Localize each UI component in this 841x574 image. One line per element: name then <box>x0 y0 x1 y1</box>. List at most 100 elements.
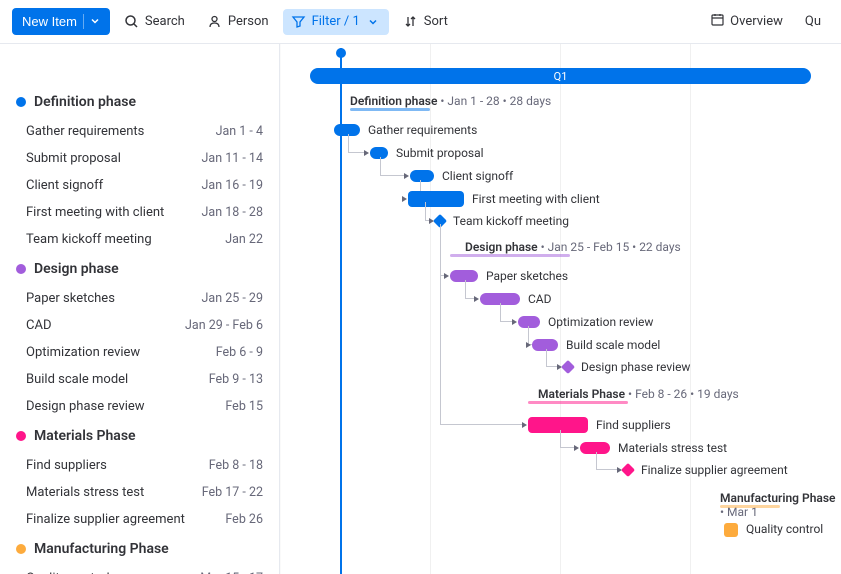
overview-label: Overview <box>730 14 783 29</box>
chevron-down-icon <box>365 14 381 30</box>
gantt-bar[interactable] <box>408 191 464 207</box>
gantt-task-label: Design phase review <box>581 360 690 374</box>
task-row[interactable]: First meeting with client Jan 18 - 28 <box>0 199 279 226</box>
gantt-group-meta: • Jan 25 - Feb 15 • 22 days <box>541 240 681 254</box>
dependency-arrow <box>364 150 369 156</box>
dependency-arrow <box>526 342 531 348</box>
group-header[interactable]: Manufacturing Phase <box>0 533 279 565</box>
gantt-group-name: Materials Phase <box>538 387 625 401</box>
task-name: Optimization review <box>26 345 140 360</box>
gantt-task-label: Finalize supplier agreement <box>641 463 788 477</box>
quarter-header: Q1 <box>310 68 811 84</box>
group-underline <box>350 108 430 111</box>
main-area: Definition phaseGather requirementsJan 1… <box>0 44 841 574</box>
group-header[interactable]: Design phase <box>0 253 279 285</box>
search-icon <box>124 14 140 30</box>
task-name: Gather requirements <box>26 124 144 139</box>
group-color-dot <box>16 431 26 441</box>
dependency-line <box>596 452 617 470</box>
new-item-button[interactable]: New Item <box>12 8 110 35</box>
gantt-group-name: Manufacturing Phase <box>720 491 835 505</box>
dependency-arrow <box>402 196 407 202</box>
dependency-arrow <box>574 445 579 451</box>
task-name: Finalize supplier agreement <box>26 512 185 527</box>
task-dates: Feb 17 - 22 <box>202 485 263 500</box>
task-dates: Feb 9 - 13 <box>209 372 263 387</box>
task-row[interactable]: Build scale model Feb 9 - 13 <box>0 366 279 393</box>
group-header[interactable]: Definition phase <box>0 86 279 118</box>
gantt-task-label: Quality control <box>746 522 823 536</box>
quarter-partial-label: Qu <box>805 14 821 29</box>
task-dates: Jan 22 <box>225 232 263 247</box>
sort-button[interactable]: Sort <box>395 9 456 35</box>
group-header[interactable]: Materials Phase <box>0 420 279 452</box>
task-row[interactable]: Optimization review Feb 6 - 9 <box>0 339 279 366</box>
filter-label: Filter / 1 <box>312 14 360 29</box>
search-label: Search <box>145 14 185 29</box>
task-row[interactable]: Quality controlMar 15 - 17 <box>0 565 279 574</box>
group-name: Design phase <box>34 261 119 277</box>
filter-icon <box>291 14 307 30</box>
person-label: Person <box>228 14 269 29</box>
dependency-arrow <box>404 173 409 179</box>
chevron-down-icon[interactable] <box>83 14 100 29</box>
task-dates: Jan 29 - Feb 6 <box>185 318 263 333</box>
person-button[interactable]: Person <box>199 9 277 35</box>
gantt-task-label: Gather requirements <box>368 123 477 137</box>
dependency-line <box>440 224 522 425</box>
dependency-line <box>348 134 364 153</box>
gantt-chart[interactable]: Q1 Definition phase • Jan 1 - 28 • 28 da… <box>280 44 841 574</box>
task-row[interactable]: Design phase review Feb 15 <box>0 393 279 420</box>
task-row[interactable]: Submit proposalJan 11 - 14 <box>0 145 279 172</box>
new-item-label: New Item <box>22 14 77 29</box>
group-name: Manufacturing Phase <box>34 541 169 557</box>
task-dates: Feb 15 <box>225 399 263 414</box>
task-name: Client signoff <box>26 178 103 193</box>
gantt-task-label: Materials stress test <box>618 441 727 455</box>
gantt-task-label: Build scale model <box>566 338 660 352</box>
gantt-group-label[interactable]: Definition phase • Jan 1 - 28 • 28 days <box>350 94 551 108</box>
dependency-line <box>546 349 557 367</box>
gantt-group-label[interactable]: Materials Phase • Feb 8 - 26 • 19 days <box>538 387 739 401</box>
filter-button[interactable]: Filter / 1 <box>283 9 389 35</box>
overview-button[interactable]: Overview <box>702 7 791 36</box>
task-row[interactable]: Find suppliersFeb 8 - 18 <box>0 452 279 479</box>
task-row[interactable]: Finalize supplier agreement Feb 26 <box>0 506 279 533</box>
task-row[interactable]: Team kickoff meeting Jan 22 <box>0 226 279 253</box>
gantt-group-meta: • Feb 8 - 26 • 19 days <box>628 387 739 401</box>
dependency-arrow <box>522 422 527 428</box>
task-row[interactable]: Materials stress test Feb 17 - 22 <box>0 479 279 506</box>
task-row[interactable]: Gather requirementsJan 1 - 4 <box>0 118 279 145</box>
quarter-partial-button[interactable]: Qu <box>797 9 829 34</box>
dependency-line <box>560 430 574 448</box>
gantt-bar[interactable] <box>724 523 738 537</box>
gantt-task-label: Client signoff <box>442 169 513 183</box>
task-name: First meeting with client <box>26 205 164 220</box>
task-name: Build scale model <box>26 372 128 387</box>
task-row[interactable]: Client signoff Jan 16 - 19 <box>0 172 279 199</box>
sidebar: Definition phaseGather requirementsJan 1… <box>0 44 280 574</box>
gantt-task-label: CAD <box>528 292 552 306</box>
sort-label: Sort <box>424 14 448 29</box>
task-dates: Jan 18 - 28 <box>202 205 263 220</box>
task-name: Design phase review <box>26 399 145 414</box>
group-color-dot <box>16 97 26 107</box>
gantt-group-name: Definition phase <box>350 94 437 108</box>
task-name: Materials stress test <box>26 485 144 500</box>
task-dates: Feb 26 <box>225 512 263 527</box>
milestone-diamond[interactable] <box>621 463 635 477</box>
group-underline <box>720 505 780 508</box>
search-button[interactable]: Search <box>116 9 193 35</box>
task-name: Team kickoff meeting <box>26 232 152 247</box>
group-color-dot <box>16 264 26 274</box>
person-icon <box>207 14 223 30</box>
task-row[interactable]: CADJan 29 - Feb 6 <box>0 312 279 339</box>
group-underline <box>528 401 628 404</box>
task-dates: Jan 16 - 19 <box>202 178 263 193</box>
milestone-diamond[interactable] <box>561 360 575 374</box>
task-dates: Feb 6 - 9 <box>216 345 263 360</box>
gantt-bar[interactable] <box>528 417 588 433</box>
dependency-line <box>380 157 404 176</box>
group-color-dot <box>16 544 26 554</box>
task-row[interactable]: Paper sketchesJan 25 - 29 <box>0 285 279 312</box>
